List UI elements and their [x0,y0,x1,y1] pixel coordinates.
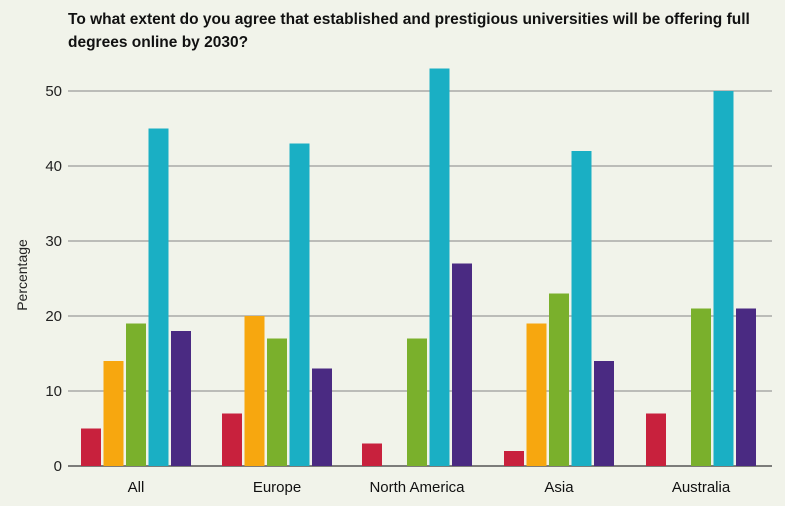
bar-north-america-series-5 [452,263,472,466]
bar-australia-series-3 [691,308,711,466]
bar-australia-series-1 [646,413,666,466]
bar-all-series-5 [171,331,191,466]
bar-all-series-3 [126,323,146,466]
y-axis-label: Percentage [14,239,30,311]
bar-australia-series-5 [736,308,756,466]
bar-north-america-series-4 [429,68,450,466]
bar-europe-series-1 [222,413,242,466]
bar-australia-series-4 [713,91,734,466]
y-tick-label: 30 [45,233,62,250]
category-label: Asia [544,479,574,496]
bar-all-series-1 [81,428,101,466]
bar-europe-series-3 [267,338,287,466]
bar-europe-series-2 [244,316,265,466]
bar-asia-series-3 [549,293,569,466]
bar-europe-series-5 [312,368,332,466]
category-label: All [128,479,145,496]
bar-all-series-4 [148,128,169,466]
bar-north-america-series-1 [362,443,382,466]
bar-asia-series-4 [571,151,592,466]
chart-title: To what extent do you agree that establi… [68,11,750,51]
bars [81,68,756,466]
bar-asia-series-1 [504,451,524,466]
y-tick-label: 0 [54,458,62,475]
category-label: Europe [253,479,301,496]
bar-all-series-2 [103,361,124,466]
y-tick-label: 50 [45,83,62,100]
y-tick-label: 20 [45,308,62,325]
bar-asia-series-5 [594,361,614,466]
category-label: Australia [672,479,731,496]
y-axis-ticks: 0 10 20 30 40 50 [45,83,62,475]
bar-north-america-series-3 [407,338,427,466]
y-tick-label: 40 [45,158,62,175]
y-tick-label: 10 [45,383,62,400]
category-label: North America [369,479,465,496]
x-axis-category-labels: All Europe North America Asia Australia [128,479,731,496]
bar-europe-series-4 [289,143,310,466]
bar-asia-series-2 [526,323,547,466]
